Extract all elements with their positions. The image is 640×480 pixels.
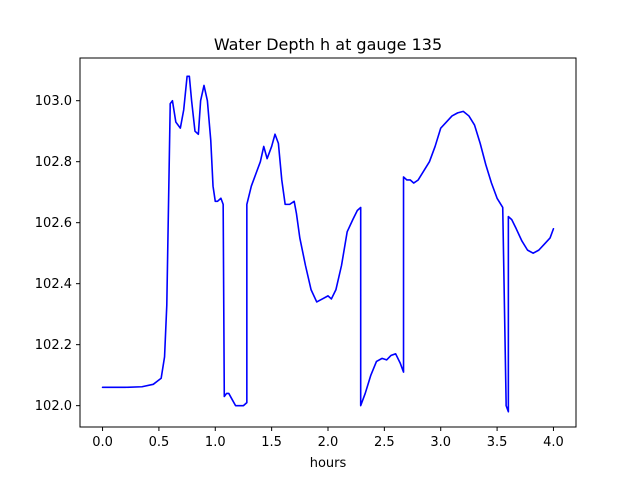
x-tick-label: 3.5 [487, 435, 508, 450]
x-axis-ticks: 0.0 0.5 1.0 1.5 2.0 2.5 3.0 3.5 4.0 [92, 427, 564, 450]
series-line-0 [101, 75, 555, 413]
y-tick-label: 102.4 [35, 277, 72, 292]
x-tick-label: 3.0 [430, 435, 451, 450]
plot-area: 0.0 0.5 1.0 1.5 2.0 2.5 3.0 3.5 4.0 102.0102.210… [35, 57, 577, 450]
chart-title: Water Depth h at gauge 135 [214, 35, 442, 54]
series-layer [101, 75, 555, 413]
y-tick-label: 103.0 [35, 94, 72, 109]
y-tick-label: 102.0 [35, 399, 72, 414]
y-tick-label: 102.2 [35, 338, 72, 353]
x-tick-label: 1.0 [205, 435, 226, 450]
x-axis-label: hours [310, 456, 347, 471]
y-axis-ticks: 102.0 102.2 102.4 102.6 102.8 103.0 [35, 94, 80, 414]
x-tick-label: 4.0 [543, 435, 564, 450]
x-tick-label: 1.5 [261, 435, 282, 450]
x-tick-label: 2.0 [318, 435, 339, 450]
x-tick-label: 2.5 [374, 435, 395, 450]
x-tick-label: 0.5 [149, 435, 170, 450]
x-tick-label: 0.0 [92, 435, 113, 450]
y-tick-label: 102.8 [35, 155, 72, 170]
y-tick-label: 102.6 [35, 216, 72, 231]
